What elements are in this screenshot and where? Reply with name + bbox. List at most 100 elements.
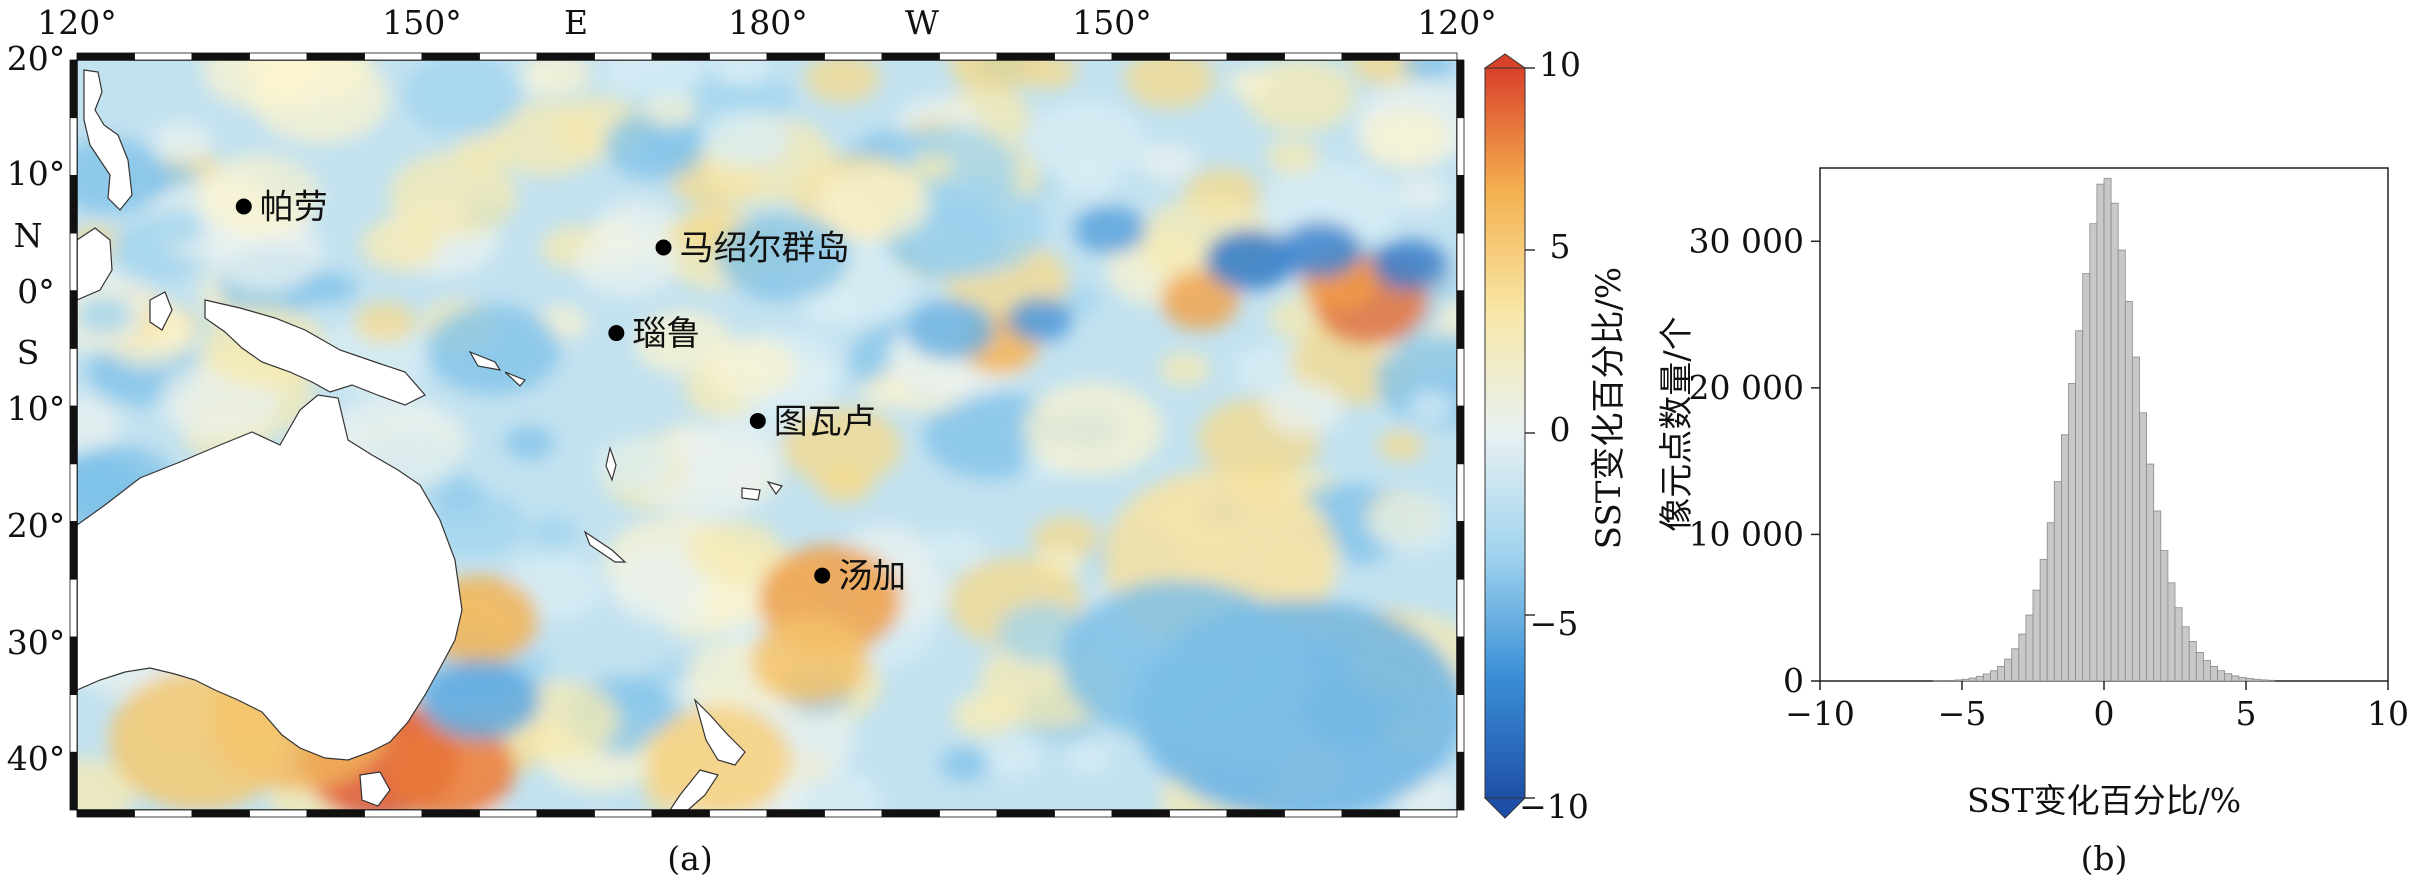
- frame-segment: [1055, 53, 1113, 60]
- sst-blob: [1359, 108, 1450, 169]
- top-tick-label: 120°: [1417, 3, 1497, 42]
- y-tick-label: 0: [1783, 661, 1804, 700]
- histogram-bar: [1990, 671, 1997, 681]
- frame-segment: [767, 53, 825, 60]
- frame-segment: [710, 810, 768, 817]
- colorbar-label: SST变化百分比/%: [1589, 267, 1629, 549]
- sst-blob: [604, 35, 705, 103]
- frame-segment: [1457, 175, 1464, 233]
- histogram-bar: [1983, 674, 1990, 681]
- colorbar-top-arrow: [1485, 54, 1525, 68]
- sst-blob: [1227, 68, 1272, 98]
- x-tick-label: −5: [1938, 694, 1987, 733]
- sst-cool-patch: [905, 300, 995, 360]
- histogram-bar: [2076, 331, 2083, 681]
- histogram-bar: [2154, 511, 2161, 681]
- frame-segment: [1457, 695, 1464, 753]
- sst-blob: [152, 122, 213, 162]
- x-tick-label: 0: [2094, 694, 2115, 733]
- frame-segment: [307, 53, 365, 60]
- frame-segment: [882, 810, 940, 817]
- sst-blob: [910, 152, 955, 182]
- top-tick-label: 180°: [728, 3, 808, 42]
- histogram-bar: [2054, 482, 2061, 681]
- sst-blob: [1139, 143, 1198, 182]
- histogram-bar: [2211, 666, 2218, 681]
- frame-segment: [1457, 464, 1464, 522]
- frame-segment: [365, 53, 423, 60]
- place-marker-dot: [750, 413, 766, 429]
- colorbar-tick-label: −5: [1530, 604, 1579, 643]
- histogram-xlabel: SST变化百分比/%: [1967, 781, 2241, 820]
- top-tick-label: 150°: [1072, 3, 1152, 42]
- frame-segment: [1400, 810, 1458, 817]
- sst-blob: [1378, 431, 1424, 461]
- frame-segment: [422, 53, 480, 60]
- histogram-bar: [2019, 634, 2026, 681]
- histogram-bar: [2047, 523, 2054, 681]
- frame-segment: [1457, 233, 1464, 291]
- frame-segment: [77, 53, 135, 60]
- x-tick-label: 5: [2236, 694, 2257, 733]
- histogram-bar: [1998, 666, 2005, 681]
- place-label: 瑙鲁: [632, 314, 700, 354]
- histogram-bar: [2033, 590, 2040, 681]
- frame-segment: [1285, 53, 1343, 60]
- y-tick-label: 20 000: [1689, 368, 1804, 407]
- histogram-bar: [2225, 674, 2232, 681]
- frame-segment: [1457, 522, 1464, 580]
- sst-blob: [1402, 47, 1454, 82]
- frame-segment: [1227, 810, 1285, 817]
- left-tick-label: 20°: [7, 506, 66, 545]
- histogram-bar: [2267, 680, 2274, 681]
- sst-blob: [403, 55, 523, 135]
- y-tick-label: 10 000: [1689, 514, 1804, 553]
- sst-blob: [426, 305, 560, 395]
- histogram-bar: [1948, 680, 1955, 681]
- place-label: 图瓦卢: [774, 402, 876, 442]
- frame-segment: [767, 810, 825, 817]
- histogram-bar: [2161, 551, 2168, 681]
- colorbar: 10 5 0 −5 −10 SST变化百分比/%: [1485, 45, 1629, 826]
- frame-segment: [70, 291, 77, 349]
- sst-blob: [1159, 352, 1210, 386]
- colorbar-bar: [1485, 68, 1525, 798]
- frame-segment: [710, 53, 768, 60]
- place-label: 帕劳: [260, 187, 328, 227]
- histogram-bar: [2090, 224, 2097, 681]
- top-tick-label: E: [564, 3, 588, 42]
- left-tick-label: 10°: [7, 154, 66, 193]
- frame-segment: [595, 810, 653, 817]
- place-marker-dot: [608, 325, 624, 341]
- left-tick-label: 40°: [7, 739, 66, 778]
- histogram-bar: [1969, 678, 1976, 681]
- histogram-bar: [2253, 679, 2260, 681]
- panel-b-caption: (b): [2081, 839, 2128, 878]
- histogram-bar: [2175, 608, 2182, 681]
- frame-segment: [1112, 810, 1170, 817]
- frame-segment: [1457, 291, 1464, 349]
- histogram-bar: [2026, 615, 2033, 681]
- histogram-bar: [2232, 676, 2239, 681]
- sst-blob: [354, 302, 416, 343]
- histogram-bar: [1955, 680, 1962, 681]
- sst-blob: [1265, 382, 1344, 435]
- frame-segment: [70, 233, 77, 291]
- frame-segment: [250, 53, 308, 60]
- frame-segment: [1457, 406, 1464, 464]
- frame-segment: [480, 53, 538, 60]
- frame-segment: [652, 810, 710, 817]
- frame-segment: [70, 752, 77, 810]
- place-marker-dot: [236, 198, 252, 214]
- colorbar-tick-label: 5: [1550, 227, 1571, 266]
- sst-blob: [699, 581, 769, 628]
- place-label: 马绍尔群岛: [680, 229, 850, 269]
- sst-blob: [389, 153, 517, 238]
- histogram-bar: [2012, 649, 2019, 681]
- x-tick-label: 10: [2367, 694, 2409, 733]
- frame-segment: [480, 810, 538, 817]
- top-tick-label: 120°: [37, 3, 117, 42]
- place-label: 汤加: [838, 557, 906, 597]
- histogram-bar: [2260, 680, 2267, 681]
- frame-segment: [825, 53, 883, 60]
